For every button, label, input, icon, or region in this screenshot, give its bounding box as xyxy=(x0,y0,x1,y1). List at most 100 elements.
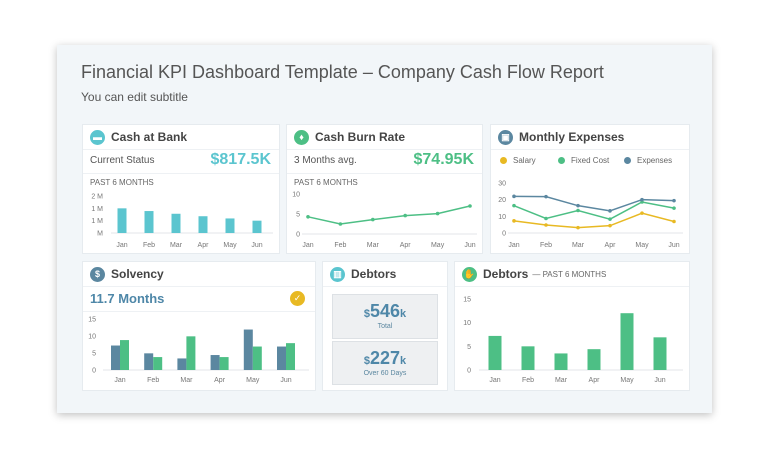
bar xyxy=(117,208,127,233)
x-tick-label: Jun xyxy=(280,377,291,384)
x-tick-label: Jan xyxy=(508,242,519,249)
data-point xyxy=(640,197,644,202)
debtors-chart: 0 5 10 15 Jan Feb Mar Apr May Jun xyxy=(463,297,683,384)
data-point xyxy=(306,215,310,219)
cash-at-bank-card: ▬ Cash at Bank Current Status $817.5K PAST… xyxy=(82,124,280,254)
data-point xyxy=(640,211,644,215)
series-line xyxy=(513,195,675,212)
bar xyxy=(186,336,196,370)
y-tick-label: 15 xyxy=(463,297,471,304)
x-tick-label: Jan xyxy=(114,377,125,384)
bar xyxy=(243,329,253,370)
bar xyxy=(219,357,229,370)
x-tick-label: May xyxy=(431,242,445,249)
legend-label: Salary xyxy=(513,156,536,165)
debtors-over60-box: $227k Over 60 Days xyxy=(332,341,438,385)
avg-label: 3 Months avg. xyxy=(294,155,357,166)
currency: $ xyxy=(363,355,370,367)
bar xyxy=(198,216,208,233)
y-tick-label: 0 xyxy=(502,231,506,238)
series-line xyxy=(513,201,675,220)
cash-burn-card: ♦ Cash Burn Rate 3 Months avg. $74.95K PAS… xyxy=(286,124,483,254)
data-point xyxy=(672,206,676,210)
legend-label: Fixed Cost xyxy=(571,156,610,165)
y-tick-label: 2 M xyxy=(91,194,103,201)
bar xyxy=(620,313,634,370)
legend-salary: Salary xyxy=(500,156,536,165)
bar xyxy=(521,346,535,370)
page-subtitle: You can edit subtitle xyxy=(81,90,188,104)
period-label: PAST 6 MONTHS xyxy=(90,178,154,187)
data-point xyxy=(544,216,548,221)
y-tick-label: 1 M xyxy=(91,206,103,213)
debtors-total-box: $546k Total xyxy=(332,294,438,339)
data-point xyxy=(576,203,580,208)
bar xyxy=(177,358,187,370)
y-tick-label: 20 xyxy=(498,197,506,204)
card-title: Cash Burn Rate xyxy=(315,130,406,144)
bar xyxy=(144,353,154,370)
y-tick-label: M xyxy=(97,231,103,238)
bar xyxy=(653,337,667,370)
over60-amount: 227 xyxy=(369,348,401,368)
y-tick-label: 10 xyxy=(88,334,96,341)
cash-burn-chart: 0 5 10 Jan Feb Mar Apr May Jun xyxy=(292,192,477,249)
x-tick-label: Apr xyxy=(605,242,617,249)
bar xyxy=(488,335,502,370)
y-tick-label: 5 xyxy=(296,212,300,219)
bar xyxy=(144,211,154,233)
x-tick-label: Apr xyxy=(214,377,226,384)
y-tick-label: 10 xyxy=(498,214,506,221)
x-tick-label: Jan xyxy=(489,377,500,384)
data-point xyxy=(544,194,548,199)
x-tick-label: May xyxy=(246,377,260,384)
cash-value: $817.5K xyxy=(210,151,272,168)
bar xyxy=(252,220,262,233)
x-tick-label: Jan xyxy=(302,242,313,249)
x-tick-label: Apr xyxy=(400,242,412,249)
unit: k xyxy=(400,308,407,320)
data-point xyxy=(608,217,612,221)
x-tick-label: Jun xyxy=(251,242,262,249)
total-label: Total xyxy=(377,323,393,330)
series-line xyxy=(513,212,675,229)
data-point xyxy=(435,211,440,216)
x-tick-label: Feb xyxy=(147,377,159,384)
x-tick-label: Feb xyxy=(334,242,346,249)
data-point xyxy=(672,219,676,224)
x-tick-label: Feb xyxy=(143,242,155,249)
bar xyxy=(225,218,235,233)
monthly-expenses-card: ▣ Monthly Expenses Salary Fixed Cost Expe… xyxy=(490,124,690,254)
x-tick-label: Apr xyxy=(589,377,601,384)
y-tick-label: 30 xyxy=(498,181,506,188)
data-point xyxy=(468,204,472,208)
data-point xyxy=(338,222,343,226)
data-point xyxy=(403,213,407,218)
check-icon: ✓ xyxy=(290,291,305,306)
y-tick-label: 0 xyxy=(296,232,300,239)
x-tick-label: Mar xyxy=(367,242,380,249)
monthly-expenses-chart: 0 10 20 30 Jan Feb Mar Apr May Jun xyxy=(498,181,683,249)
card-title: Debtors xyxy=(483,267,529,281)
money-icon: ▣ xyxy=(498,129,513,145)
y-tick-label: 0 xyxy=(92,368,96,375)
current-status-label: Current Status xyxy=(90,155,155,166)
legend-fixed-cost: Fixed Cost xyxy=(558,156,609,165)
data-point xyxy=(371,217,375,222)
data-point xyxy=(576,225,580,230)
card-title: Cash at Bank xyxy=(111,130,188,144)
bar xyxy=(210,355,220,370)
bar xyxy=(554,353,568,370)
data-point xyxy=(512,194,516,199)
x-tick-label: Mar xyxy=(555,377,568,384)
x-tick-label: Jan xyxy=(116,242,127,249)
bar xyxy=(111,345,120,370)
over60-label: Over 60 Days xyxy=(363,370,407,377)
currency: $ xyxy=(363,308,370,320)
x-tick-label: May xyxy=(620,377,634,384)
data-point xyxy=(512,219,516,223)
solvency-value: 11.7 Months xyxy=(90,291,165,306)
bar xyxy=(120,340,129,370)
x-tick-label: May xyxy=(635,242,649,249)
period-label: PAST 6 MONTHS xyxy=(294,178,358,187)
